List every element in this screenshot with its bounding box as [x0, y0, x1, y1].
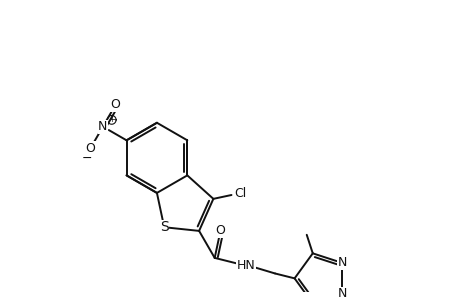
Text: N: N: [98, 120, 107, 133]
Text: +: +: [108, 115, 115, 124]
Text: O: O: [111, 98, 120, 111]
Text: O: O: [85, 142, 95, 155]
Text: Cl: Cl: [234, 187, 246, 200]
Text: N: N: [337, 287, 346, 300]
Text: HN: HN: [236, 259, 255, 272]
Text: −: −: [82, 152, 92, 165]
Text: N: N: [337, 256, 346, 269]
Text: O: O: [215, 224, 225, 237]
Text: S: S: [159, 220, 168, 234]
